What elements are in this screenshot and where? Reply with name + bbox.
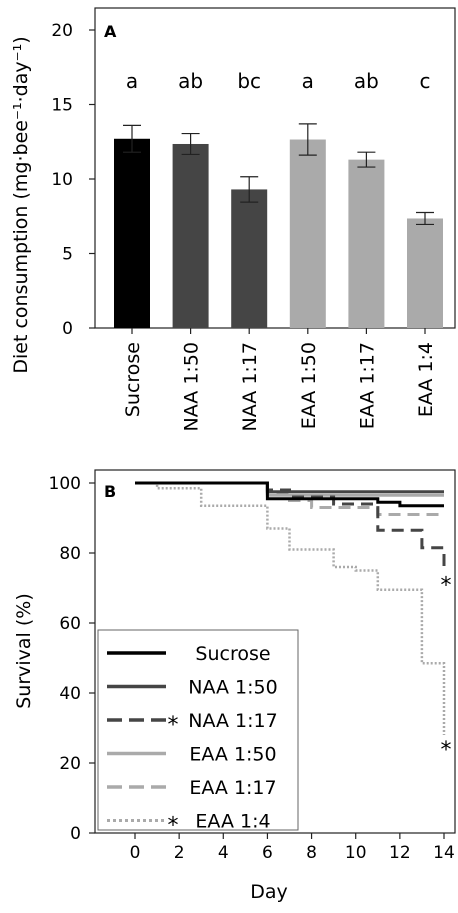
y-tick-label: 5 (62, 245, 73, 265)
bar-4 (348, 159, 385, 328)
y-tick-label: 20 (51, 21, 73, 41)
y-tick-label: 100 (49, 474, 81, 494)
legend-label: EAA 1:4 (195, 811, 270, 833)
x-tick-label: NAA 1:50 (181, 342, 203, 431)
bar-5 (407, 218, 443, 328)
x-tick-label: 14 (433, 843, 455, 863)
significance-star-2: * (441, 574, 452, 599)
survival-line-0 (135, 481, 444, 508)
panel-a-frame (94, 7, 456, 329)
significance-letter: a (126, 69, 138, 93)
bar-2 (231, 189, 268, 328)
significance-letter: a (302, 69, 314, 93)
x-tick-label: 12 (389, 843, 411, 863)
y-tick-label: 0 (70, 824, 81, 844)
x-tick-label: Sucrose (122, 342, 144, 417)
legend-label: NAA 1:50 (188, 677, 277, 699)
legend: Sucrose NAA 1:50 * NAA 1:17 EAA 1:50 EAA 1:17… (97, 629, 299, 839)
legend-star: * (168, 814, 179, 839)
y-tick-label: 60 (59, 614, 81, 634)
y-tick-label: 10 (51, 170, 73, 190)
x-tick-label: EAA 1:4 (415, 342, 437, 417)
x-tick-label: EAA 1:17 (356, 342, 378, 429)
y-tick-label: 80 (59, 544, 81, 564)
x-tick-label: 6 (262, 843, 273, 863)
y-tick-label: 0 (62, 319, 73, 339)
bar-0 (114, 138, 150, 328)
bar-1 (172, 143, 209, 328)
panel-b-frame (94, 469, 456, 834)
panel-b-letter: B (104, 482, 116, 501)
x-tick-label: NAA 1:17 (239, 342, 261, 431)
x-tick-label: 8 (306, 843, 317, 863)
panel-a-bar-chart: A 0 5 10 15 20 Diet consumption (mg·bee⁻¹·day⁻… (10, 7, 456, 431)
significance-letter: c (420, 69, 431, 93)
significance-letter: ab (178, 69, 203, 93)
legend-star: * (168, 713, 179, 738)
bar-3 (289, 139, 326, 328)
legend-label: EAA 1:17 (189, 777, 276, 799)
y-tick-label: 20 (59, 754, 81, 774)
panel-a-letter: A (104, 22, 117, 41)
legend-label: EAA 1:50 (189, 744, 276, 766)
legend-label: Sucrose (195, 643, 270, 665)
x-tick-label: 2 (174, 843, 185, 863)
y-axis-label: Diet consumption (mg·bee⁻¹·day⁻¹) (10, 36, 32, 373)
survival-line-5 (135, 481, 446, 735)
x-tick-label: 10 (345, 843, 367, 863)
significance-letter: bc (237, 69, 261, 93)
significance-star-5: * (441, 738, 452, 763)
y-tick-label: 15 (51, 96, 73, 116)
x-tick-label: 0 (130, 843, 141, 863)
significance-letter: ab (354, 69, 379, 93)
x-tick-label: EAA 1:50 (298, 342, 320, 429)
legend-box (97, 629, 299, 831)
y-tick-label: 40 (59, 684, 81, 704)
x-axis-label: Day (250, 881, 288, 903)
y-axis-label: Survival (%) (13, 593, 35, 709)
legend-label: NAA 1:17 (188, 710, 277, 732)
panel-b-survival-chart: B 0 20 40 60 80 100 0 2 4 6 8 10 12 14 Day Survival (%) *… (13, 469, 456, 903)
x-tick-label: 4 (218, 843, 229, 863)
